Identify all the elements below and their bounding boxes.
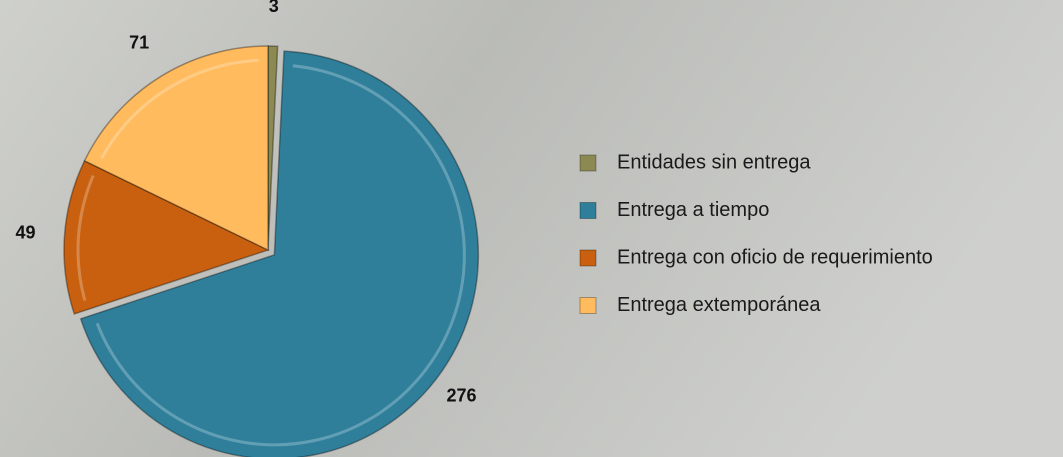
legend: Entidades sin entrega Entrega a tiempo Ent… bbox=[579, 151, 933, 316]
legend-label: Entrega con oficio de requerimiento bbox=[617, 246, 933, 268]
pie-slice bbox=[63, 159, 270, 315]
pie-slice bbox=[83, 45, 269, 252]
legend-swatch bbox=[579, 297, 597, 314]
data-label: 49 bbox=[16, 222, 36, 242]
slice-bevel bbox=[76, 174, 95, 301]
legend-swatch bbox=[579, 202, 597, 219]
legend-label: Entidades sin entrega bbox=[617, 151, 811, 173]
slice-bevel bbox=[100, 58, 259, 160]
data-label: 3 bbox=[269, 0, 279, 16]
slice-bevel bbox=[95, 64, 466, 447]
pie-slice bbox=[267, 45, 279, 251]
pie-slice bbox=[79, 50, 480, 457]
pie: 3 276 49 71 bbox=[16, 0, 480, 457]
legend-swatch bbox=[579, 249, 597, 267]
legend-swatch bbox=[579, 154, 597, 172]
data-label: 71 bbox=[129, 33, 149, 53]
data-label: 276 bbox=[446, 386, 476, 406]
legend-label: Entrega extemporánea bbox=[617, 294, 821, 316]
legend-label: Entrega a tiempo bbox=[617, 199, 769, 221]
